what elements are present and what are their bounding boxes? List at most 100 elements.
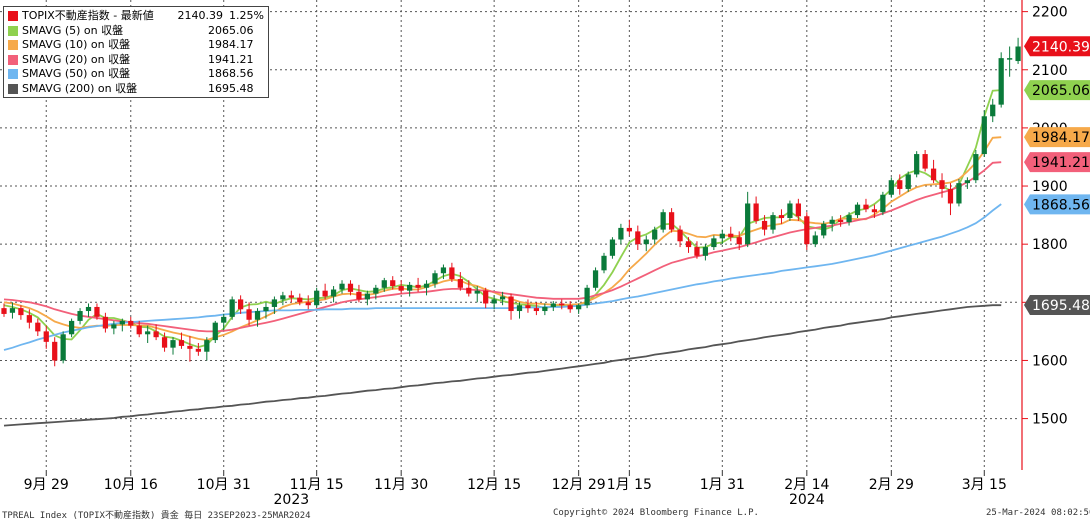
candle: [68, 318, 75, 338]
candle: [905, 171, 911, 192]
candle: [719, 229, 725, 245]
candle-body: [863, 204, 869, 210]
price-tag: 1941.21: [1024, 152, 1090, 173]
candle-body: [466, 287, 472, 294]
candle-body: [778, 215, 785, 219]
legend-value: 1868.56: [208, 67, 254, 80]
candle-body: [43, 331, 49, 342]
candle-body: [195, 348, 201, 352]
candle: [356, 284, 362, 303]
candle: [795, 198, 801, 221]
footer-timestamp: 25-Mar-2024 08:02:50: [986, 508, 1090, 518]
candle: [956, 179, 962, 207]
candle: [711, 235, 717, 250]
candle: [601, 252, 607, 274]
candle-body: [26, 315, 32, 323]
x-tick-label: 11月 15: [290, 477, 344, 493]
candle-body: [1007, 58, 1013, 60]
legend-label: SMAVG (5) on 収盤: [22, 23, 124, 37]
candle-body: [626, 227, 632, 232]
candle: [576, 303, 582, 314]
candle-body: [533, 308, 540, 312]
candle-body: [499, 296, 506, 300]
candle-body: [736, 237, 742, 245]
candle-body: [914, 154, 920, 175]
candle-body: [770, 215, 776, 230]
candle: [635, 225, 641, 250]
legend-value: 1941.21: [208, 52, 254, 66]
candle: [229, 296, 235, 320]
candle-body: [111, 324, 117, 329]
candle-body: [491, 299, 497, 304]
x-tick-label: 1月 15: [607, 477, 652, 493]
candle: [178, 332, 185, 349]
candle: [491, 295, 497, 310]
candle-body: [330, 289, 337, 297]
candle-body: [280, 295, 286, 300]
candle-body: [652, 229, 658, 240]
candle: [111, 320, 117, 335]
candle-body: [584, 287, 590, 306]
y-tick-label: 1600: [1032, 353, 1068, 369]
candle-body: [550, 303, 556, 307]
candle: [77, 308, 83, 325]
candle: [364, 290, 370, 306]
price-tag: 1695.48: [1024, 294, 1090, 315]
candle-body: [457, 279, 463, 288]
candle-body: [322, 290, 328, 297]
candle-body: [516, 305, 523, 312]
candle-body: [373, 287, 379, 294]
candle: [407, 281, 413, 297]
legend-item: SMAVG (10) on 収盤 1984.17: [8, 38, 264, 53]
candle-body: [1, 308, 7, 314]
candle: [60, 331, 66, 364]
candle: [728, 226, 734, 242]
candle-body: [508, 296, 514, 312]
candle-body: [795, 203, 801, 217]
candle: [474, 286, 480, 303]
candle: [829, 216, 835, 232]
candle: [35, 318, 41, 337]
price-tag-bg: [1024, 294, 1090, 315]
candle: [322, 283, 328, 300]
legend-item: TOPIX不動産指数 - 最新値 2140.39 1.25%: [8, 9, 264, 24]
candle-body: [601, 255, 607, 271]
candle: [745, 191, 751, 248]
candle-body: [905, 174, 911, 189]
candle-body: [364, 293, 370, 300]
candle: [499, 291, 506, 306]
candle: [136, 320, 142, 338]
price-tag-label: 2065.06: [1032, 83, 1090, 99]
candle-body: [9, 308, 16, 313]
candle: [821, 220, 827, 239]
candle-body: [711, 238, 717, 248]
candle-body: [288, 295, 294, 298]
candle-body: [432, 273, 438, 284]
candle: [187, 336, 193, 362]
x-tick-label: 12月 15: [467, 477, 521, 493]
candle: [930, 159, 937, 184]
candle: [626, 219, 632, 236]
candle: [838, 215, 844, 227]
candle: [652, 226, 658, 245]
candle: [128, 316, 134, 329]
candle: [1015, 37, 1021, 64]
candle: [423, 280, 430, 296]
candle-body: [153, 331, 159, 338]
candle: [271, 296, 278, 314]
candle: [542, 303, 548, 316]
candle: [212, 320, 218, 344]
candle: [559, 299, 565, 310]
legend-change: 1.25%: [229, 9, 264, 22]
candle-body: [854, 204, 861, 216]
candle: [753, 196, 759, 224]
candle: [888, 177, 894, 198]
candle: [254, 308, 261, 327]
candle: [381, 277, 387, 292]
legend-item: SMAVG (5) on 収盤 2065.06: [8, 24, 264, 39]
series-line: [3, 136, 1002, 342]
chart-legend: TOPIX不動産指数 - 最新値 2140.39 1.25% SMAVG (5)…: [3, 6, 269, 98]
candle-body: [314, 290, 320, 306]
